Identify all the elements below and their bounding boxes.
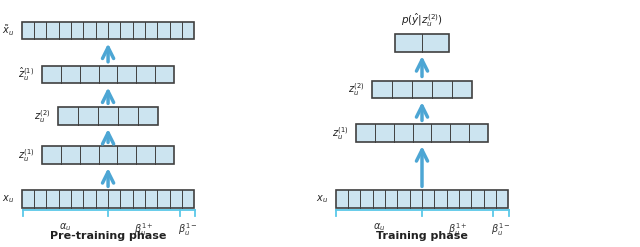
Bar <box>396 34 449 52</box>
Text: Pre-training phase: Pre-training phase <box>50 231 166 241</box>
Text: $\hat{z}_u^{(1)}$: $\hat{z}_u^{(1)}$ <box>19 66 35 83</box>
Text: $x_u$: $x_u$ <box>316 193 328 205</box>
Bar <box>22 22 195 40</box>
Text: $\alpha_u$: $\alpha_u$ <box>372 222 385 233</box>
Text: $z_u^{(1)}$: $z_u^{(1)}$ <box>332 125 349 142</box>
Text: $z_u^{(2)}$: $z_u^{(2)}$ <box>34 108 51 124</box>
Text: $\beta_u^{1-}$: $\beta_u^{1-}$ <box>178 222 197 238</box>
Bar <box>356 124 488 142</box>
Bar <box>22 190 195 208</box>
Bar <box>42 66 174 83</box>
Text: $x_u$: $x_u$ <box>2 193 14 205</box>
Text: $\tilde{x}_u$: $\tilde{x}_u$ <box>2 23 14 38</box>
Text: $p(\hat{y}|z_u^{(2)})$: $p(\hat{y}|z_u^{(2)})$ <box>401 12 443 29</box>
Text: Training phase: Training phase <box>376 231 468 241</box>
Text: $\alpha_u$: $\alpha_u$ <box>60 222 72 233</box>
Text: $\beta_u^{1+}$: $\beta_u^{1+}$ <box>448 222 467 238</box>
Bar <box>372 81 472 98</box>
Bar <box>58 107 158 125</box>
Text: $\beta_u^{1+}$: $\beta_u^{1+}$ <box>134 222 154 238</box>
Bar <box>335 190 508 208</box>
Text: $\beta_u^{1-}$: $\beta_u^{1-}$ <box>491 222 511 238</box>
Bar <box>42 146 174 164</box>
Text: $z_u^{(2)}$: $z_u^{(2)}$ <box>348 81 364 98</box>
Text: $z_u^{(1)}$: $z_u^{(1)}$ <box>18 147 35 164</box>
